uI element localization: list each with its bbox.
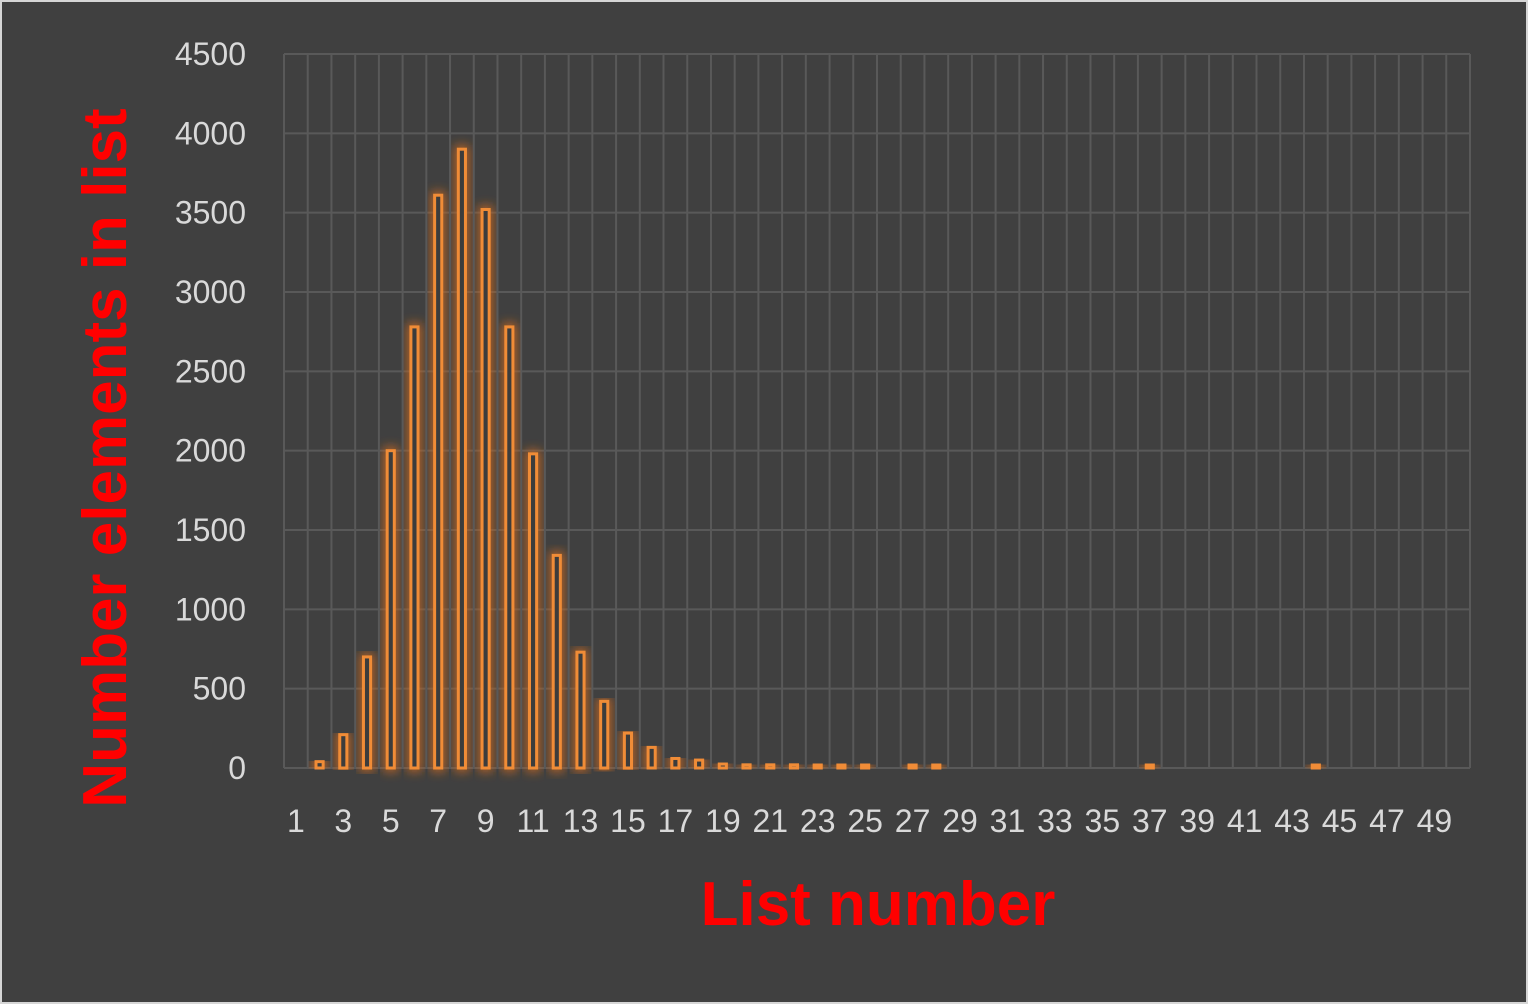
y-tick-label: 2500 <box>175 353 246 389</box>
bar <box>860 763 871 770</box>
bar <box>599 699 610 770</box>
bar <box>1144 763 1155 770</box>
x-tick-label: 29 <box>942 803 978 839</box>
y-tick-label: 1500 <box>175 512 246 548</box>
x-tick-label: 41 <box>1227 803 1263 839</box>
bar <box>575 650 586 770</box>
x-tick-label: 39 <box>1179 803 1215 839</box>
bars <box>314 147 1321 770</box>
x-axis-ticks: 1 3 5 7 9 11 13 15 17 19 21 23 25 27 29 31 33 35 37 39 41 43 4… <box>287 803 1452 839</box>
bar <box>741 763 752 770</box>
bar <box>717 762 728 770</box>
y-axis-ticks: 0 500 1000 1500 2000 2500 3000 3500 4000 4500 <box>175 36 246 786</box>
x-tick-label: 49 <box>1417 803 1453 839</box>
x-tick-label: 45 <box>1322 803 1358 839</box>
x-tick-label: 23 <box>800 803 836 839</box>
bar <box>931 763 942 770</box>
bar <box>646 745 657 770</box>
bar <box>907 763 918 770</box>
x-tick-label: 7 <box>429 803 447 839</box>
y-tick-label: 4000 <box>175 115 246 151</box>
bar <box>433 193 444 770</box>
bar <box>385 449 396 770</box>
y-tick-label: 0 <box>228 750 246 786</box>
x-tick-label: 17 <box>658 803 694 839</box>
bar <box>314 760 325 770</box>
bar <box>812 763 823 770</box>
bar <box>480 207 491 770</box>
x-tick-label: 21 <box>752 803 788 839</box>
x-tick-label: 37 <box>1132 803 1168 839</box>
x-axis-title: List number <box>701 870 1056 939</box>
bar <box>622 731 633 770</box>
y-tick-label: 1000 <box>175 591 246 627</box>
x-tick-label: 1 <box>287 803 305 839</box>
x-tick-label: 15 <box>610 803 646 839</box>
x-tick-label: 33 <box>1037 803 1073 839</box>
bar <box>788 763 800 770</box>
bar <box>694 758 705 770</box>
x-tick-label: 35 <box>1085 803 1121 839</box>
x-tick-label: 3 <box>334 803 352 839</box>
bar <box>528 452 539 770</box>
y-tick-label: 3000 <box>175 274 246 310</box>
bar <box>361 655 373 770</box>
y-tick-label: 3500 <box>175 195 246 231</box>
bar <box>551 553 562 770</box>
x-tick-label: 5 <box>382 803 400 839</box>
x-tick-label: 25 <box>847 803 883 839</box>
bar <box>409 325 420 770</box>
bar <box>765 763 776 770</box>
x-tick-label: 47 <box>1369 803 1405 839</box>
bar <box>1310 763 1321 770</box>
bar <box>836 763 847 770</box>
bar <box>504 325 515 770</box>
bar <box>456 147 467 770</box>
x-tick-label: 19 <box>705 803 741 839</box>
x-tick-label: 27 <box>895 803 931 839</box>
x-tick-label: 11 <box>516 803 549 839</box>
bar <box>670 756 681 770</box>
x-tick-label: 31 <box>990 803 1026 839</box>
y-tick-label: 500 <box>193 671 246 707</box>
x-tick-label: 43 <box>1274 803 1310 839</box>
bar <box>338 733 349 770</box>
x-tick-label: 13 <box>563 803 599 839</box>
y-axis-title: Number elements in list <box>71 108 140 807</box>
x-tick-label: 9 <box>477 803 495 839</box>
y-tick-label: 4500 <box>175 36 246 72</box>
y-tick-label: 2000 <box>175 433 246 469</box>
